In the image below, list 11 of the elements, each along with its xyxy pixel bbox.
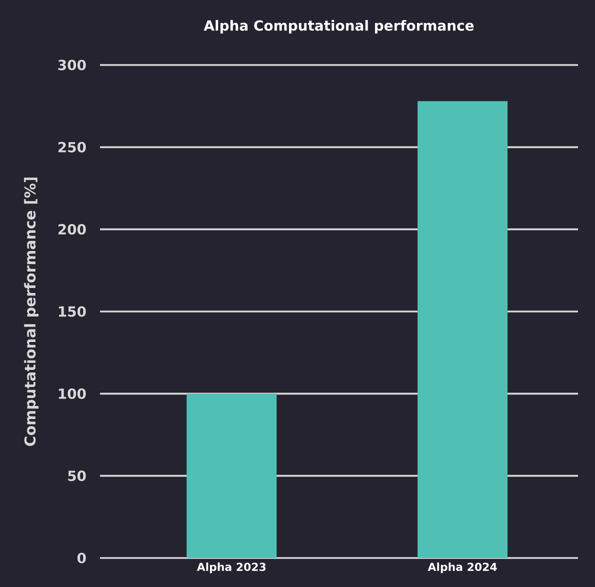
y-tick-label: 0: [77, 552, 86, 564]
y-axis-title: Computational performance [%]: [24, 178, 39, 446]
x-tick-label: Alpha 2023: [196, 562, 266, 574]
x-tick-label: Alpha 2024: [428, 562, 497, 574]
y-tick-label: 100: [58, 388, 86, 399]
y-tick-label: 250: [58, 142, 86, 152]
y-tick-label: 50: [68, 470, 86, 482]
y-tick-label: 200: [58, 224, 86, 235]
y-tick-label: 300: [58, 60, 86, 70]
chart-title: Alpha Computational performance: [204, 20, 474, 34]
y-tick-label: 150: [58, 306, 86, 317]
